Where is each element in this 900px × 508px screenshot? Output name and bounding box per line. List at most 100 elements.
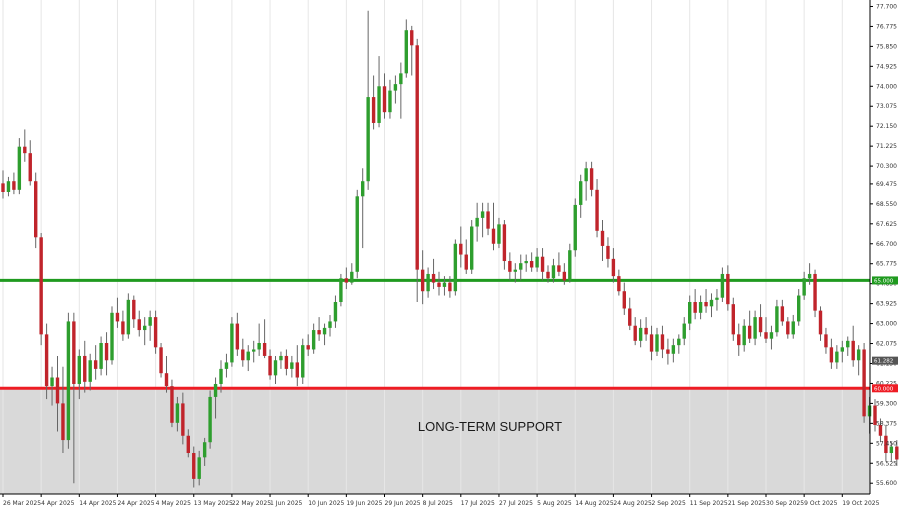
candle-body-down bbox=[611, 258, 616, 277]
candle bbox=[704, 289, 708, 313]
candle-body-up bbox=[715, 297, 719, 300]
candle bbox=[431, 258, 436, 290]
y-tick-label: 73.075 bbox=[876, 103, 897, 110]
candle bbox=[382, 73, 387, 119]
y-tick-label: 66.700 bbox=[876, 241, 897, 248]
candle bbox=[39, 232, 43, 346]
candle bbox=[519, 254, 523, 281]
candle-body-up bbox=[311, 330, 316, 350]
candle bbox=[317, 317, 321, 341]
candle-body-up bbox=[388, 90, 392, 113]
candle-body-down bbox=[83, 355, 87, 382]
candle bbox=[12, 172, 16, 195]
candle-body-up bbox=[393, 84, 398, 91]
candle-body-up bbox=[807, 273, 812, 279]
candle-body-down bbox=[780, 306, 785, 322]
candle bbox=[764, 317, 768, 343]
resistance-tag-label: 65.000 bbox=[874, 278, 894, 284]
y-tick-label: 74.925 bbox=[876, 63, 897, 70]
candle bbox=[230, 317, 234, 367]
candle bbox=[884, 424, 888, 462]
candle bbox=[301, 338, 305, 384]
y-tick-label: 56.525 bbox=[876, 460, 897, 467]
candle-body-down bbox=[284, 355, 289, 369]
candle-body-down bbox=[895, 446, 899, 460]
y-tick-label: 62.075 bbox=[876, 341, 897, 348]
candle-body-down bbox=[115, 312, 120, 322]
candle bbox=[846, 336, 850, 356]
candle-body-up bbox=[350, 271, 354, 283]
candle bbox=[524, 254, 528, 272]
candle-body-up bbox=[426, 273, 430, 292]
candle bbox=[786, 317, 790, 339]
candle-body-down bbox=[758, 317, 763, 333]
candle-body-up bbox=[802, 278, 806, 296]
candle-body-up bbox=[246, 351, 250, 361]
candle-body-down bbox=[464, 254, 468, 270]
candle bbox=[688, 295, 692, 331]
candle-body-up bbox=[709, 299, 714, 307]
x-tick-label: 4 Apr 2025 bbox=[41, 500, 74, 507]
candle-body-down bbox=[34, 181, 38, 238]
candle-body-up bbox=[290, 362, 294, 369]
candle-body-up bbox=[475, 217, 479, 227]
candle bbox=[295, 345, 299, 387]
candle-body-down bbox=[137, 319, 141, 331]
candle bbox=[333, 295, 338, 328]
y-tick-label: 60.225 bbox=[876, 380, 897, 387]
candle-body-down bbox=[502, 224, 507, 262]
candle bbox=[535, 248, 539, 272]
candle bbox=[840, 340, 844, 363]
candle-body-up bbox=[202, 442, 207, 458]
candle bbox=[170, 379, 174, 428]
candle-body-up bbox=[175, 403, 180, 423]
candle-body-down bbox=[170, 386, 174, 423]
candle-body-up bbox=[442, 282, 447, 287]
support-tag-bg bbox=[872, 384, 898, 393]
candle-body-down bbox=[153, 317, 158, 348]
candle bbox=[399, 62, 403, 119]
candle bbox=[540, 248, 545, 281]
candle bbox=[371, 75, 376, 130]
candle-body-up bbox=[791, 321, 795, 335]
candle-body-down bbox=[121, 321, 125, 335]
candle bbox=[137, 310, 141, 337]
x-tick-label: 21 Sep 2025 bbox=[728, 500, 766, 507]
x-tick-label: 27 Jul 2025 bbox=[499, 500, 533, 507]
candle-body-down bbox=[693, 302, 697, 313]
y-tick-label: 65.775 bbox=[876, 261, 897, 268]
candle-body-down bbox=[132, 299, 136, 320]
x-tick-label: 24 Apr 2025 bbox=[117, 500, 154, 507]
candle bbox=[606, 237, 610, 268]
candle-body-down bbox=[486, 211, 490, 229]
candle bbox=[361, 168, 365, 249]
candle bbox=[121, 310, 125, 341]
candle bbox=[202, 437, 207, 466]
candle bbox=[72, 312, 76, 484]
candle-body-down bbox=[622, 291, 626, 309]
candle-body-up bbox=[797, 295, 801, 322]
x-tick-label: 29 Jun 2025 bbox=[385, 500, 421, 507]
candle bbox=[99, 336, 103, 376]
candle bbox=[415, 38, 419, 303]
candle-body-down bbox=[546, 271, 550, 279]
candle bbox=[557, 252, 561, 277]
candle-body-up bbox=[148, 317, 152, 326]
candle-body-up bbox=[197, 457, 201, 479]
candle-body-up bbox=[99, 342, 103, 369]
candle-body-up bbox=[50, 377, 54, 387]
y-tick-label: 55.600 bbox=[876, 480, 897, 487]
candle-body-up bbox=[720, 273, 725, 298]
y-tick-label: 63.925 bbox=[876, 301, 897, 308]
candle bbox=[17, 138, 22, 195]
x-tick-label: 2 Sep 2025 bbox=[652, 500, 686, 507]
candle bbox=[698, 295, 703, 320]
candle bbox=[818, 306, 823, 341]
candle bbox=[224, 353, 229, 378]
candle bbox=[622, 282, 626, 315]
candle-body-down bbox=[491, 228, 496, 244]
candle-body-up bbox=[279, 355, 283, 361]
candle bbox=[546, 265, 550, 283]
candle bbox=[475, 202, 479, 242]
candle-body-down bbox=[824, 334, 828, 348]
